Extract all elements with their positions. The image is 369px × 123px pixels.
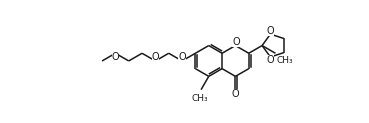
Text: O: O xyxy=(266,26,274,36)
Text: CH₃: CH₃ xyxy=(192,94,208,103)
Text: O: O xyxy=(232,37,240,47)
Text: CH₃: CH₃ xyxy=(277,56,294,65)
Text: O: O xyxy=(232,89,239,99)
Text: O: O xyxy=(178,53,186,62)
Text: O: O xyxy=(152,53,159,62)
Text: O: O xyxy=(111,52,119,62)
Text: O: O xyxy=(266,55,274,65)
